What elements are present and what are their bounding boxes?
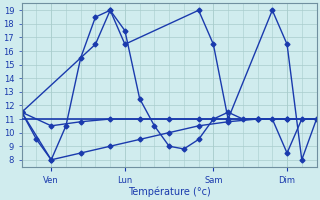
X-axis label: Température (°c): Température (°c) <box>128 186 211 197</box>
